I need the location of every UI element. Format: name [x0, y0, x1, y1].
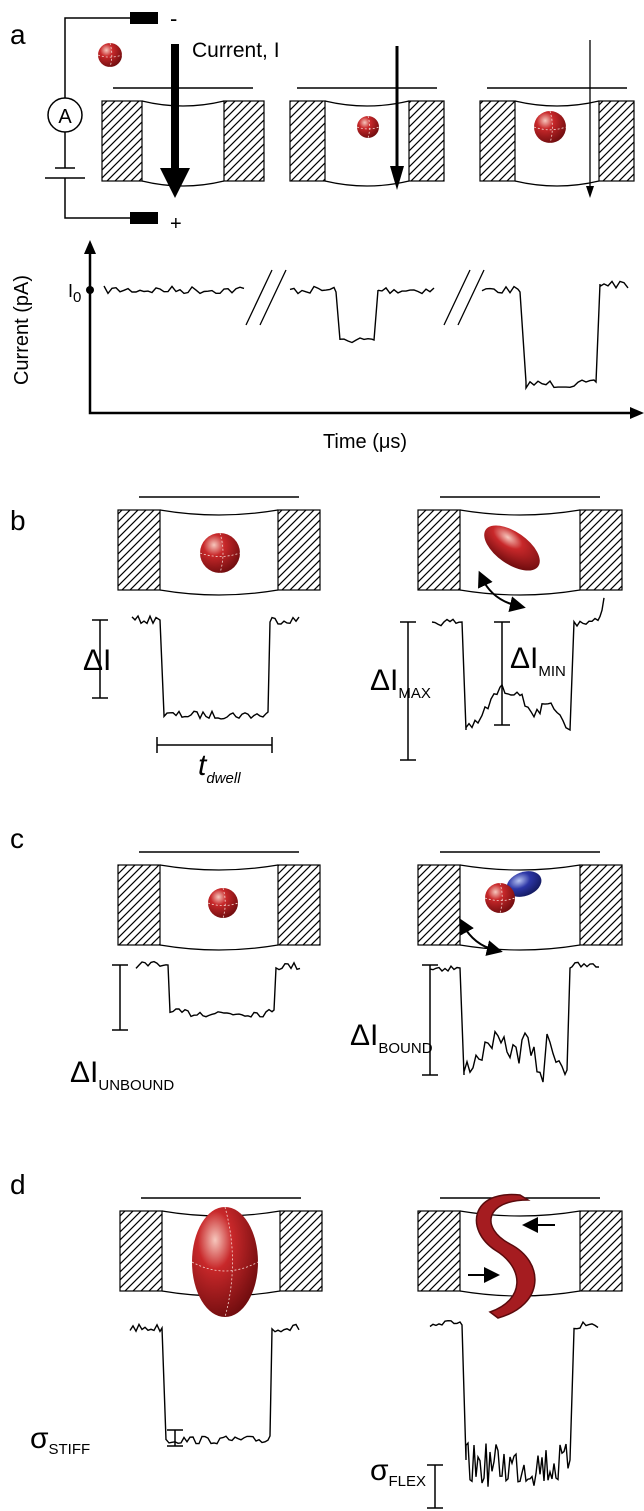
panel-label: a — [10, 19, 26, 50]
current-trace — [481, 280, 629, 391]
current-trace — [429, 1319, 599, 1487]
scale-bar — [167, 1429, 183, 1447]
circuit-wire — [64, 17, 130, 219]
membrane-block — [277, 509, 321, 591]
bound-label: ΔIBOUND — [350, 1019, 433, 1057]
ligand — [506, 871, 542, 897]
pore-channel — [159, 509, 279, 596]
scale-bar — [427, 1464, 443, 1509]
electrode — [130, 212, 158, 224]
particle-seam — [199, 532, 241, 574]
axis-arrowhead — [84, 240, 96, 254]
y-axis-label: Current (pA) — [11, 275, 33, 385]
particle — [485, 883, 515, 913]
panel-label: d — [10, 1169, 26, 1200]
current-trace — [131, 614, 300, 721]
scale-bar — [494, 621, 510, 726]
circuit-wire — [443, 269, 485, 326]
current-trace — [103, 285, 245, 295]
dwell-bar — [156, 737, 273, 753]
particle-seam — [356, 115, 380, 139]
flex-label: σFLEX — [370, 1454, 426, 1490]
ammeter — [47, 97, 83, 133]
x-axis-label: Time (μs) — [323, 431, 407, 453]
membrane-block — [579, 1210, 623, 1292]
delta-max-label: ΔIMAX — [370, 664, 431, 702]
current-trace — [429, 961, 599, 1083]
particle — [484, 525, 540, 571]
current-trace — [431, 597, 605, 732]
particle — [98, 43, 122, 67]
pore-channel — [324, 100, 410, 187]
panel-label: b — [10, 505, 26, 536]
scale-bar — [400, 621, 416, 761]
membrane-block — [117, 509, 161, 591]
rotation-arrow — [459, 917, 503, 956]
circuit-wire — [88, 252, 632, 415]
delta-label: ΔI — [83, 644, 111, 677]
rotation-arrow — [478, 570, 526, 612]
unbound-label: ΔIUNBOUND — [70, 1056, 174, 1094]
ammeter-label: A — [58, 106, 72, 128]
baseline-dot — [86, 286, 94, 294]
dwell-label: tdwell — [198, 749, 241, 787]
membrane-block — [417, 509, 461, 591]
membrane-block — [223, 100, 265, 182]
axis-arrowhead — [630, 407, 644, 419]
particle — [534, 111, 566, 143]
plus-sign: + — [170, 213, 182, 235]
particle — [208, 888, 238, 918]
flexible-particle — [475, 1193, 536, 1319]
membrane-block — [279, 1210, 323, 1292]
delta-min-label: ΔIMIN — [510, 642, 566, 680]
membrane-block — [117, 864, 161, 946]
scale-bar — [112, 964, 128, 1031]
particle-seam — [533, 110, 567, 144]
current-trace — [129, 1322, 300, 1445]
minus-sign: - — [170, 6, 177, 31]
electrode — [130, 12, 158, 24]
membrane-block — [277, 864, 321, 946]
membrane-block — [579, 864, 623, 946]
current-trace — [135, 960, 301, 1018]
membrane-block — [408, 100, 445, 182]
membrane-block — [119, 1210, 163, 1292]
particle — [357, 116, 379, 138]
current-arrowhead — [390, 166, 404, 190]
baseline-label: I0 — [68, 281, 81, 306]
layout — [45, 12, 644, 1509]
particle — [200, 533, 240, 573]
current-label: Current, I — [192, 39, 280, 62]
circuit-wire — [245, 269, 287, 326]
membrane-block — [598, 100, 635, 182]
membrane-block — [101, 100, 143, 182]
current-arrowhead — [160, 168, 190, 198]
scale-bar — [422, 964, 438, 1076]
current-trace — [289, 285, 435, 344]
pore-channel — [159, 864, 279, 951]
scale-bar — [92, 619, 108, 699]
membrane-block — [479, 100, 516, 182]
membrane-block — [417, 1210, 461, 1292]
particle-seam — [97, 42, 123, 68]
membrane-block — [579, 509, 623, 591]
stiff-label: σSTIFF — [30, 1422, 90, 1458]
particle — [192, 1207, 258, 1317]
membrane-block — [417, 864, 461, 946]
panel-label: c — [10, 823, 24, 854]
current-arrowhead — [586, 186, 594, 198]
membrane-block — [289, 100, 326, 182]
pore-channel — [141, 100, 225, 187]
